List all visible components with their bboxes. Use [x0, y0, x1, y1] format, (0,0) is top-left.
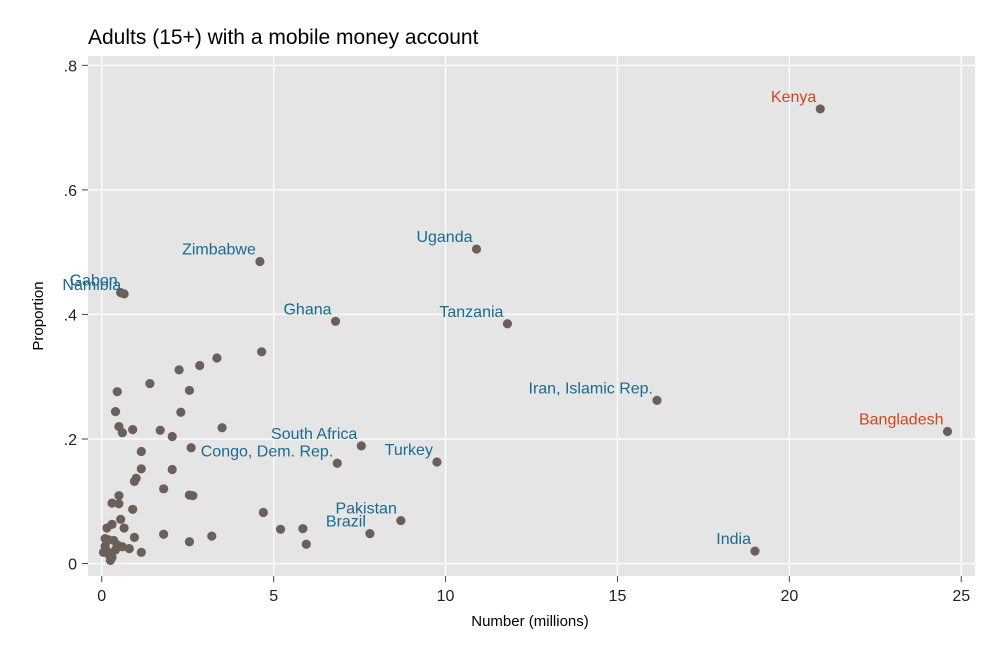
- point-label: Namibia: [62, 277, 121, 294]
- plot-area: [88, 56, 975, 576]
- data-point: [136, 464, 146, 474]
- data-point: [212, 353, 222, 363]
- data-point: [107, 498, 117, 508]
- data-point: [301, 539, 311, 549]
- data-point: [117, 428, 127, 438]
- y-tick-label: .4: [64, 307, 77, 324]
- y-tick-label: 0: [68, 557, 77, 574]
- point-label: Brazil: [326, 514, 366, 531]
- x-tick-label: 0: [97, 588, 106, 605]
- point-label: Zimbabwe: [182, 242, 256, 259]
- x-axis-title: Number (millions): [471, 613, 589, 630]
- grid-lines: [88, 56, 975, 576]
- data-point-labeled: [356, 441, 366, 451]
- data-point: [186, 443, 196, 453]
- point-label: India: [716, 531, 751, 548]
- x-tick-label: 25: [952, 588, 970, 605]
- data-point: [105, 555, 115, 566]
- data-point: [159, 484, 169, 494]
- data-point: [145, 378, 155, 389]
- data-point: [155, 425, 165, 435]
- chart-title: Adults (15+) with a mobile money account: [88, 26, 479, 49]
- point-label: Turkey: [385, 442, 433, 459]
- data-point: [129, 532, 140, 542]
- data-point: [184, 537, 195, 547]
- x-tick-label: 15: [609, 588, 627, 605]
- point-labels: Kenya Bangladesh Uganda Zimbabwe GabonNamibi…: [62, 89, 943, 548]
- data-point: [167, 431, 177, 442]
- data-point: [110, 545, 121, 555]
- point-label: Iran, Islamic Rep.: [529, 380, 653, 397]
- data-point-labeled: [119, 289, 129, 299]
- data-point: [102, 523, 112, 533]
- x-tick-label: 10: [437, 588, 455, 605]
- data-point: [136, 547, 146, 557]
- data-point: [136, 446, 146, 457]
- y-tick-label: .2: [64, 432, 77, 449]
- data-point: [195, 360, 205, 371]
- x-tick-label: 5: [269, 588, 278, 605]
- data-point: [128, 425, 138, 435]
- data-points: [98, 104, 953, 566]
- data-point: [110, 406, 121, 417]
- data-point: [275, 524, 286, 534]
- point-label: Bangladesh: [859, 412, 944, 429]
- data-point-labeled: [750, 546, 760, 556]
- data-point: [114, 499, 124, 509]
- data-point: [207, 531, 217, 541]
- data-point-labeled: [652, 395, 662, 405]
- data-point: [128, 504, 138, 514]
- data-point-labeled: [396, 515, 406, 526]
- data-point: [112, 387, 122, 397]
- data-point-labeled: [471, 244, 482, 254]
- point-label: Congo, Dem. Rep.: [201, 443, 334, 460]
- point-label: South Africa: [271, 426, 357, 443]
- data-point-labeled: [365, 529, 375, 539]
- data-point: [176, 407, 186, 417]
- data-point: [114, 491, 124, 501]
- y-tick-label: .6: [64, 183, 77, 200]
- axes: 0 5 10 15 20 25 0 .2 .4 .6 .8: [64, 58, 971, 605]
- point-label: Uganda: [416, 229, 472, 246]
- y-tick-label: .8: [64, 58, 77, 75]
- data-point: [116, 514, 126, 524]
- data-point-labeled: [502, 319, 513, 329]
- x-tick-label: 20: [780, 588, 798, 605]
- y-axis-title: Proportion: [30, 281, 47, 350]
- data-point: [258, 507, 268, 518]
- point-label: Ghana: [283, 301, 331, 318]
- data-point: [188, 491, 198, 501]
- data-point: [298, 524, 308, 534]
- data-point-labeled: [332, 458, 342, 468]
- data-point: [98, 547, 109, 557]
- data-point: [217, 423, 227, 433]
- point-label: Pakistan: [335, 501, 396, 518]
- data-point-labeled: [255, 256, 265, 267]
- data-point: [119, 523, 129, 533]
- point-label: Tanzania: [439, 304, 503, 321]
- data-point: [129, 476, 140, 486]
- data-point-labeled: [942, 426, 953, 437]
- data-point: [159, 529, 169, 539]
- data-point: [257, 347, 267, 357]
- data-point: [117, 542, 127, 552]
- point-label: Gabon: [70, 273, 118, 290]
- data-point: [184, 385, 195, 396]
- data-point-labeled: [432, 457, 442, 467]
- data-point-labeled: [330, 316, 341, 326]
- data-point-labeled: [815, 104, 825, 114]
- data-point: [174, 365, 184, 375]
- point-label: Kenya: [771, 89, 816, 106]
- data-point: [167, 464, 177, 475]
